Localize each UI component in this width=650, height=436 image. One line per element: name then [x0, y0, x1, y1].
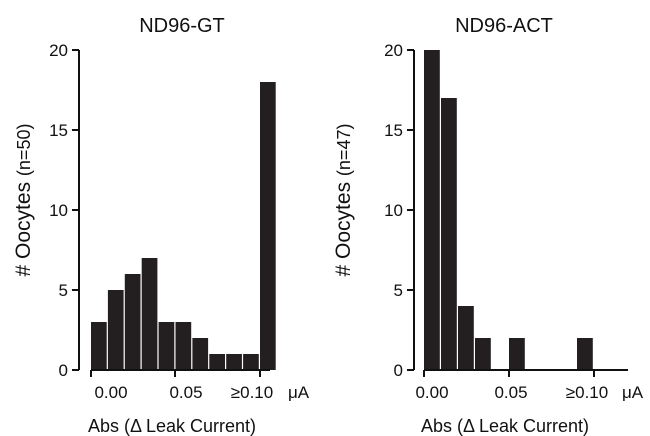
y-axis-label: # Oocytes (n=50)	[12, 124, 35, 277]
x-tick-label: 0.05	[494, 383, 527, 402]
chart-title: ND96-ACT	[455, 15, 553, 37]
bar-2	[124, 274, 141, 370]
y-axis-label: # Oocytes (n=47)	[332, 124, 355, 277]
y-ticks: 0 5 10 15 20	[49, 41, 79, 380]
x-unit-label: μA	[288, 383, 310, 402]
bar-5	[175, 322, 192, 370]
panel-nd96-gt: ND96-GT # Oocytes (n=50) 0 5 10 15 20 0.00 0…	[12, 15, 310, 436]
bar-5	[509, 338, 525, 370]
bar-8	[226, 354, 242, 370]
bar-0	[424, 50, 440, 370]
bar-9	[243, 354, 259, 370]
x-tick-label: ≥0.10	[231, 383, 273, 402]
bar-6	[192, 338, 209, 370]
y-tick-label: 0	[59, 361, 68, 380]
bars	[424, 50, 593, 370]
x-axis-label: Abs (Δ Leak Current)	[421, 416, 589, 436]
y-tick-label: 10	[384, 201, 403, 220]
bar-7	[209, 354, 225, 370]
y-tick-label: 0	[394, 361, 403, 380]
y-tick-label: 15	[384, 121, 403, 140]
bar-2	[458, 306, 474, 370]
bar-10	[260, 82, 276, 370]
x-tick-label: 0.00	[94, 383, 127, 402]
y-ticks: 0 5 10 15 20	[384, 41, 414, 380]
y-tick-label: 5	[59, 281, 68, 300]
y-tick-label: 20	[384, 41, 403, 60]
y-tick-label: 20	[49, 41, 68, 60]
bar-1	[107, 290, 124, 370]
x-unit-label: μA	[622, 383, 644, 402]
bar-4	[158, 322, 175, 370]
x-axis-label: Abs (Δ Leak Current)	[88, 416, 256, 436]
y-tick-label: 5	[394, 281, 403, 300]
x-tick-label: ≥0.10	[566, 383, 608, 402]
y-tick-label: 15	[49, 121, 68, 140]
bars	[91, 82, 276, 370]
bar-1	[441, 98, 457, 370]
bar-0	[91, 322, 107, 370]
bar-9	[577, 338, 593, 370]
y-tick-label: 10	[49, 201, 68, 220]
x-tick-label: 0.00	[415, 383, 448, 402]
bar-3	[141, 258, 158, 370]
chart-title: ND96-GT	[139, 15, 225, 37]
bar-3	[475, 338, 491, 370]
x-tick-label: 0.05	[169, 383, 202, 402]
